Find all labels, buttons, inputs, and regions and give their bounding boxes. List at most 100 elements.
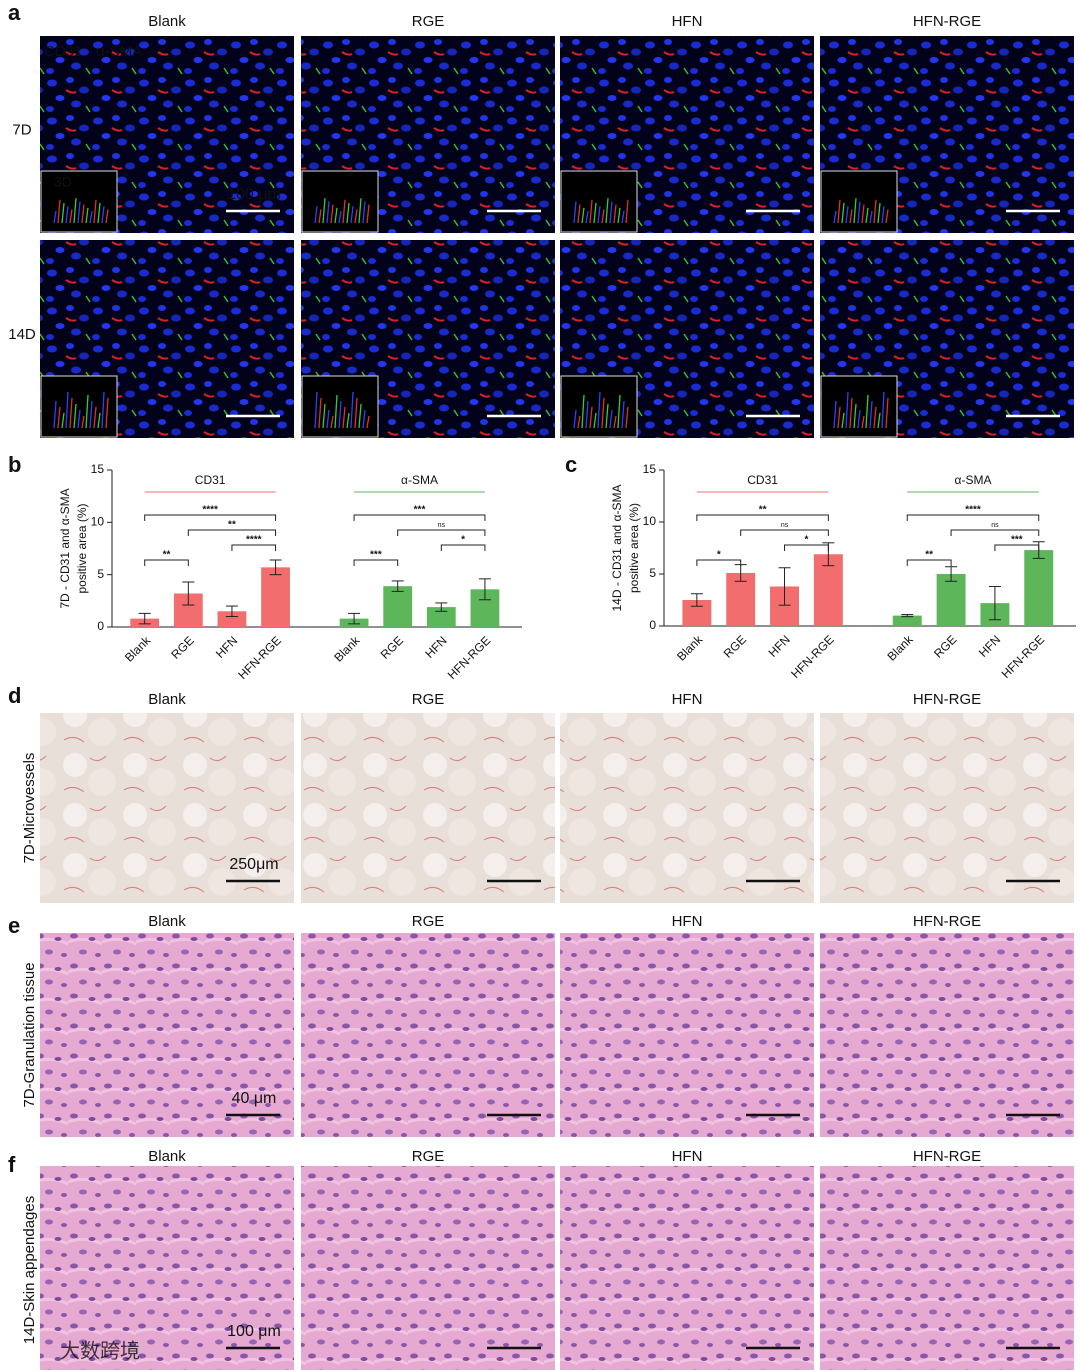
significance-label: **	[925, 550, 933, 561]
x-tick-label: Blank	[331, 633, 363, 665]
bar	[217, 611, 247, 627]
row-label: 14D	[8, 326, 36, 343]
column-header: HFN	[672, 913, 703, 930]
micrograph	[820, 1166, 1074, 1370]
x-tick-label: HFN	[422, 633, 449, 660]
inset-spike	[338, 400, 342, 429]
inset-spike	[366, 204, 370, 224]
inset-spike	[877, 202, 881, 224]
x-tick-label: RGE	[168, 633, 196, 661]
inset-spike	[61, 202, 65, 224]
micrograph	[560, 1166, 814, 1370]
inset-spike	[314, 391, 318, 429]
scale-label: 100 μm	[227, 1323, 281, 1340]
x-tick-label: HFN-RGE	[235, 633, 284, 682]
inset-spike	[881, 206, 885, 224]
inset-spike	[334, 207, 338, 224]
inset-spike	[573, 201, 577, 224]
inset-spike	[358, 403, 362, 429]
panel-label: e	[8, 913, 20, 938]
significance-bracket	[144, 559, 189, 566]
column-header: HFN-RGE	[913, 913, 981, 930]
column-header: RGE	[412, 913, 445, 930]
row-label: 7D-Microvessels	[21, 753, 38, 864]
inset-spike	[97, 412, 101, 429]
inset-spike	[77, 409, 81, 429]
inset-spike	[85, 394, 89, 429]
inset-spike	[605, 198, 609, 224]
inset-spike	[833, 400, 837, 429]
inset-spike	[85, 207, 89, 224]
inset-spike	[837, 199, 841, 224]
inset-spike	[358, 198, 362, 224]
y-axis-label: positive area (%)	[75, 503, 89, 593]
column-header: HFN	[672, 1148, 703, 1165]
inset-spike	[346, 202, 350, 224]
inset-spike	[57, 199, 61, 224]
row-label: 7D-Granulation tissue	[21, 962, 38, 1107]
significance-bracket	[353, 514, 486, 521]
inset-spike	[849, 209, 853, 224]
x-tick-label: Blank	[884, 632, 916, 664]
scale-label: 40 μm	[232, 1090, 277, 1107]
inset-spike	[69, 209, 73, 224]
inset-spike	[621, 400, 625, 429]
inset-spike	[577, 204, 581, 224]
x-tick-label: HFN	[766, 632, 793, 659]
bar	[813, 554, 843, 626]
bar	[426, 607, 456, 627]
row-label: 7D	[12, 121, 31, 138]
inset-spike	[93, 406, 97, 429]
inset-label: 3D	[54, 174, 72, 190]
inset-spike	[589, 199, 593, 224]
y-tick-label: 5	[97, 567, 104, 581]
significance-bracket	[397, 529, 486, 536]
inset-spike	[841, 412, 845, 429]
y-tick-label: 5	[649, 566, 656, 580]
bar	[936, 574, 966, 626]
inset-spike	[605, 403, 609, 429]
inset-spike	[73, 403, 77, 429]
bar	[383, 586, 413, 627]
scale-label: 250μm	[229, 856, 278, 873]
inset-spike	[105, 397, 109, 429]
inset-spike	[617, 207, 621, 224]
y-axis-label: 14D - CD31 and α-SMA	[610, 485, 624, 612]
x-tick-label: HFN	[976, 632, 1003, 659]
watermark: 大数跨境	[60, 1339, 140, 1362]
significance-label: **	[759, 505, 767, 516]
inset-spike	[873, 199, 877, 224]
inset-spike	[869, 210, 873, 224]
inset-spike	[101, 206, 105, 224]
significance-label: ns	[438, 522, 446, 529]
inset-spike	[61, 412, 65, 429]
inset-spike	[625, 199, 629, 224]
bar	[1024, 550, 1054, 626]
x-tick-label: HFN-RGE	[445, 633, 494, 682]
y-tick-label: 0	[97, 619, 104, 633]
inset-spike	[597, 391, 601, 429]
x-tick-label: HFN-RGE	[999, 632, 1048, 681]
significance-bracket	[144, 514, 277, 521]
inset-spike	[837, 406, 841, 429]
inset-spike	[326, 201, 330, 224]
scale-label: 100 μm	[227, 186, 281, 203]
significance-bracket	[906, 559, 952, 566]
inset-spike	[338, 210, 342, 224]
inset-spike	[57, 406, 61, 429]
inset-spike	[849, 397, 853, 429]
significance-bracket	[696, 559, 742, 566]
column-header: Blank	[148, 1148, 186, 1165]
inset-spike	[845, 391, 849, 429]
group-label: α-SMA	[955, 473, 992, 487]
inset-spike	[861, 204, 865, 224]
inset-spike	[869, 400, 873, 429]
inset-spike	[93, 199, 97, 224]
inset-spike	[330, 415, 334, 429]
row-label: 14D-Skin appendages	[21, 1196, 38, 1344]
significance-label: ns	[991, 522, 999, 529]
micrograph	[301, 713, 555, 903]
inset-spike	[65, 391, 69, 429]
y-tick-label: 15	[643, 462, 657, 476]
inset-spike	[865, 207, 869, 224]
